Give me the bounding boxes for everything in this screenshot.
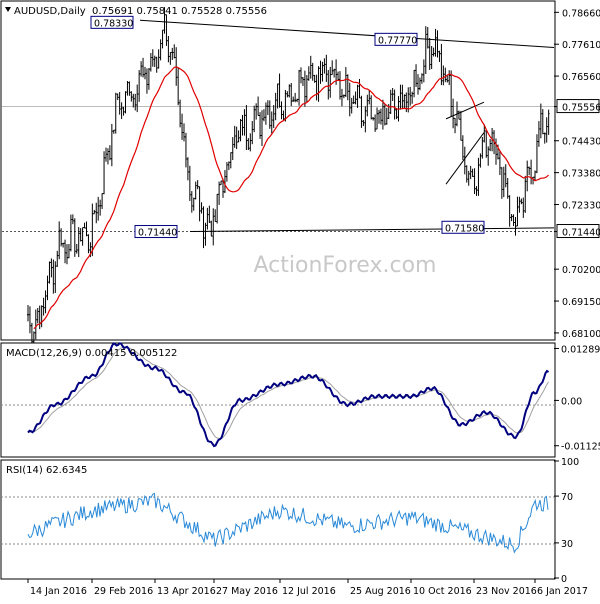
- price-tick-label: 0.75556: [562, 103, 600, 114]
- price-annotation-box: [374, 32, 418, 46]
- macd-signal-line: [27, 346, 549, 440]
- rsi-tick-label: 100: [561, 457, 579, 468]
- macd-tick-label: 0.00: [561, 396, 582, 407]
- flag-upper-line: [445, 101, 485, 120]
- macd-pane: MACD(12,26,9) 0.00415 0.005122: [0, 342, 556, 458]
- moving-average-line: [33, 66, 550, 330]
- price-tick-label: 0.72330: [562, 201, 600, 212]
- price-tick-label: 0.71440: [562, 228, 600, 239]
- macd-line: [27, 342, 550, 448]
- x-tick-label: 25 Aug 2016: [350, 586, 411, 597]
- price-tick-label: 0.76560: [562, 72, 600, 83]
- price-tick-label: 0.70200: [562, 265, 600, 276]
- resistance-trendline: [139, 19, 555, 49]
- x-tick-label: 23 Nov 2016: [476, 586, 537, 597]
- price-annotation: 0.77770: [378, 35, 417, 46]
- rsi-title: RSI(14) 62.6345: [6, 465, 87, 476]
- rsi-tick-label: 70: [561, 492, 573, 503]
- candles: [27, 7, 550, 350]
- rsi-tick-label: 0: [561, 574, 567, 585]
- price-annotation-box: [134, 225, 178, 239]
- x-tick-label: 27 May 2016: [216, 586, 278, 597]
- price-annotation-box: [441, 220, 485, 234]
- price-tick-label: 0.69150: [562, 297, 600, 308]
- support-trendline: [189, 227, 555, 233]
- price-tick-label: 0.68100: [562, 329, 600, 340]
- rsi-tick-label: 30: [561, 539, 573, 550]
- price-annotation-box: [90, 15, 134, 29]
- chart-title: AUDUSD,Daily: [14, 6, 86, 17]
- title-block: AUDUSD,Daily 0.75691 0.75841 0.75528 0.7…: [5, 6, 267, 17]
- price-annotation: 0.71580: [445, 223, 484, 234]
- watermark: ActionForex.com: [254, 253, 437, 278]
- x-tick-label: 12 Jul 2016: [282, 586, 336, 597]
- dropdown-triangle-icon: [5, 7, 11, 12]
- macd-y-axis: 0.012894 0.00 -0.011253: [554, 344, 600, 453]
- price-annotation: 0.78330: [94, 18, 133, 29]
- price-tick-label: 0.77610: [562, 40, 600, 51]
- price-pane-frame: [0, 0, 556, 341]
- price-tick-label: 0.73380: [562, 169, 600, 180]
- macd-tick-label: -0.011253: [561, 442, 600, 453]
- rsi-line: [27, 492, 549, 554]
- rsi-pane: RSI(14) 62.6345: [0, 459, 556, 580]
- macd-title: MACD(12,26,9) 0.00415 0.005122: [6, 348, 177, 359]
- x-axis: 14 Jan 2016 29 Feb 2016 13 Apr 2016 27 May …: [27, 579, 588, 597]
- x-tick-label: 29 Feb 2016: [94, 586, 153, 597]
- price-annotation: 0.71440: [138, 228, 177, 239]
- x-tick-label: 14 Jan 2016: [30, 586, 87, 597]
- x-tick-label: 6 Jan 2017: [537, 586, 588, 597]
- price-annotations: 0.78330 0.77770 0.71440 0.71580: [90, 15, 485, 239]
- support-price-box: [556, 224, 600, 239]
- ohlc-header: 0.75691 0.75841 0.75528 0.75556: [92, 6, 267, 17]
- x-tick-label: 10 Oct 2016: [413, 586, 472, 597]
- current-price-box: [556, 99, 600, 114]
- price-tick-label: 0.74430: [562, 137, 600, 148]
- price-y-axis: 0.78660 0.77610 0.76560 0.75556 0.74430 0.733…: [554, 8, 600, 340]
- rsi-pane-frame: [0, 459, 556, 580]
- macd-pane-frame: [0, 342, 556, 458]
- rsi-y-axis: 100 70 30 0: [554, 457, 579, 585]
- x-tick-label: 13 Apr 2016: [157, 586, 216, 597]
- macd-tick-label: 0.012894: [561, 344, 600, 355]
- price-tick-label: 0.78660: [562, 8, 600, 19]
